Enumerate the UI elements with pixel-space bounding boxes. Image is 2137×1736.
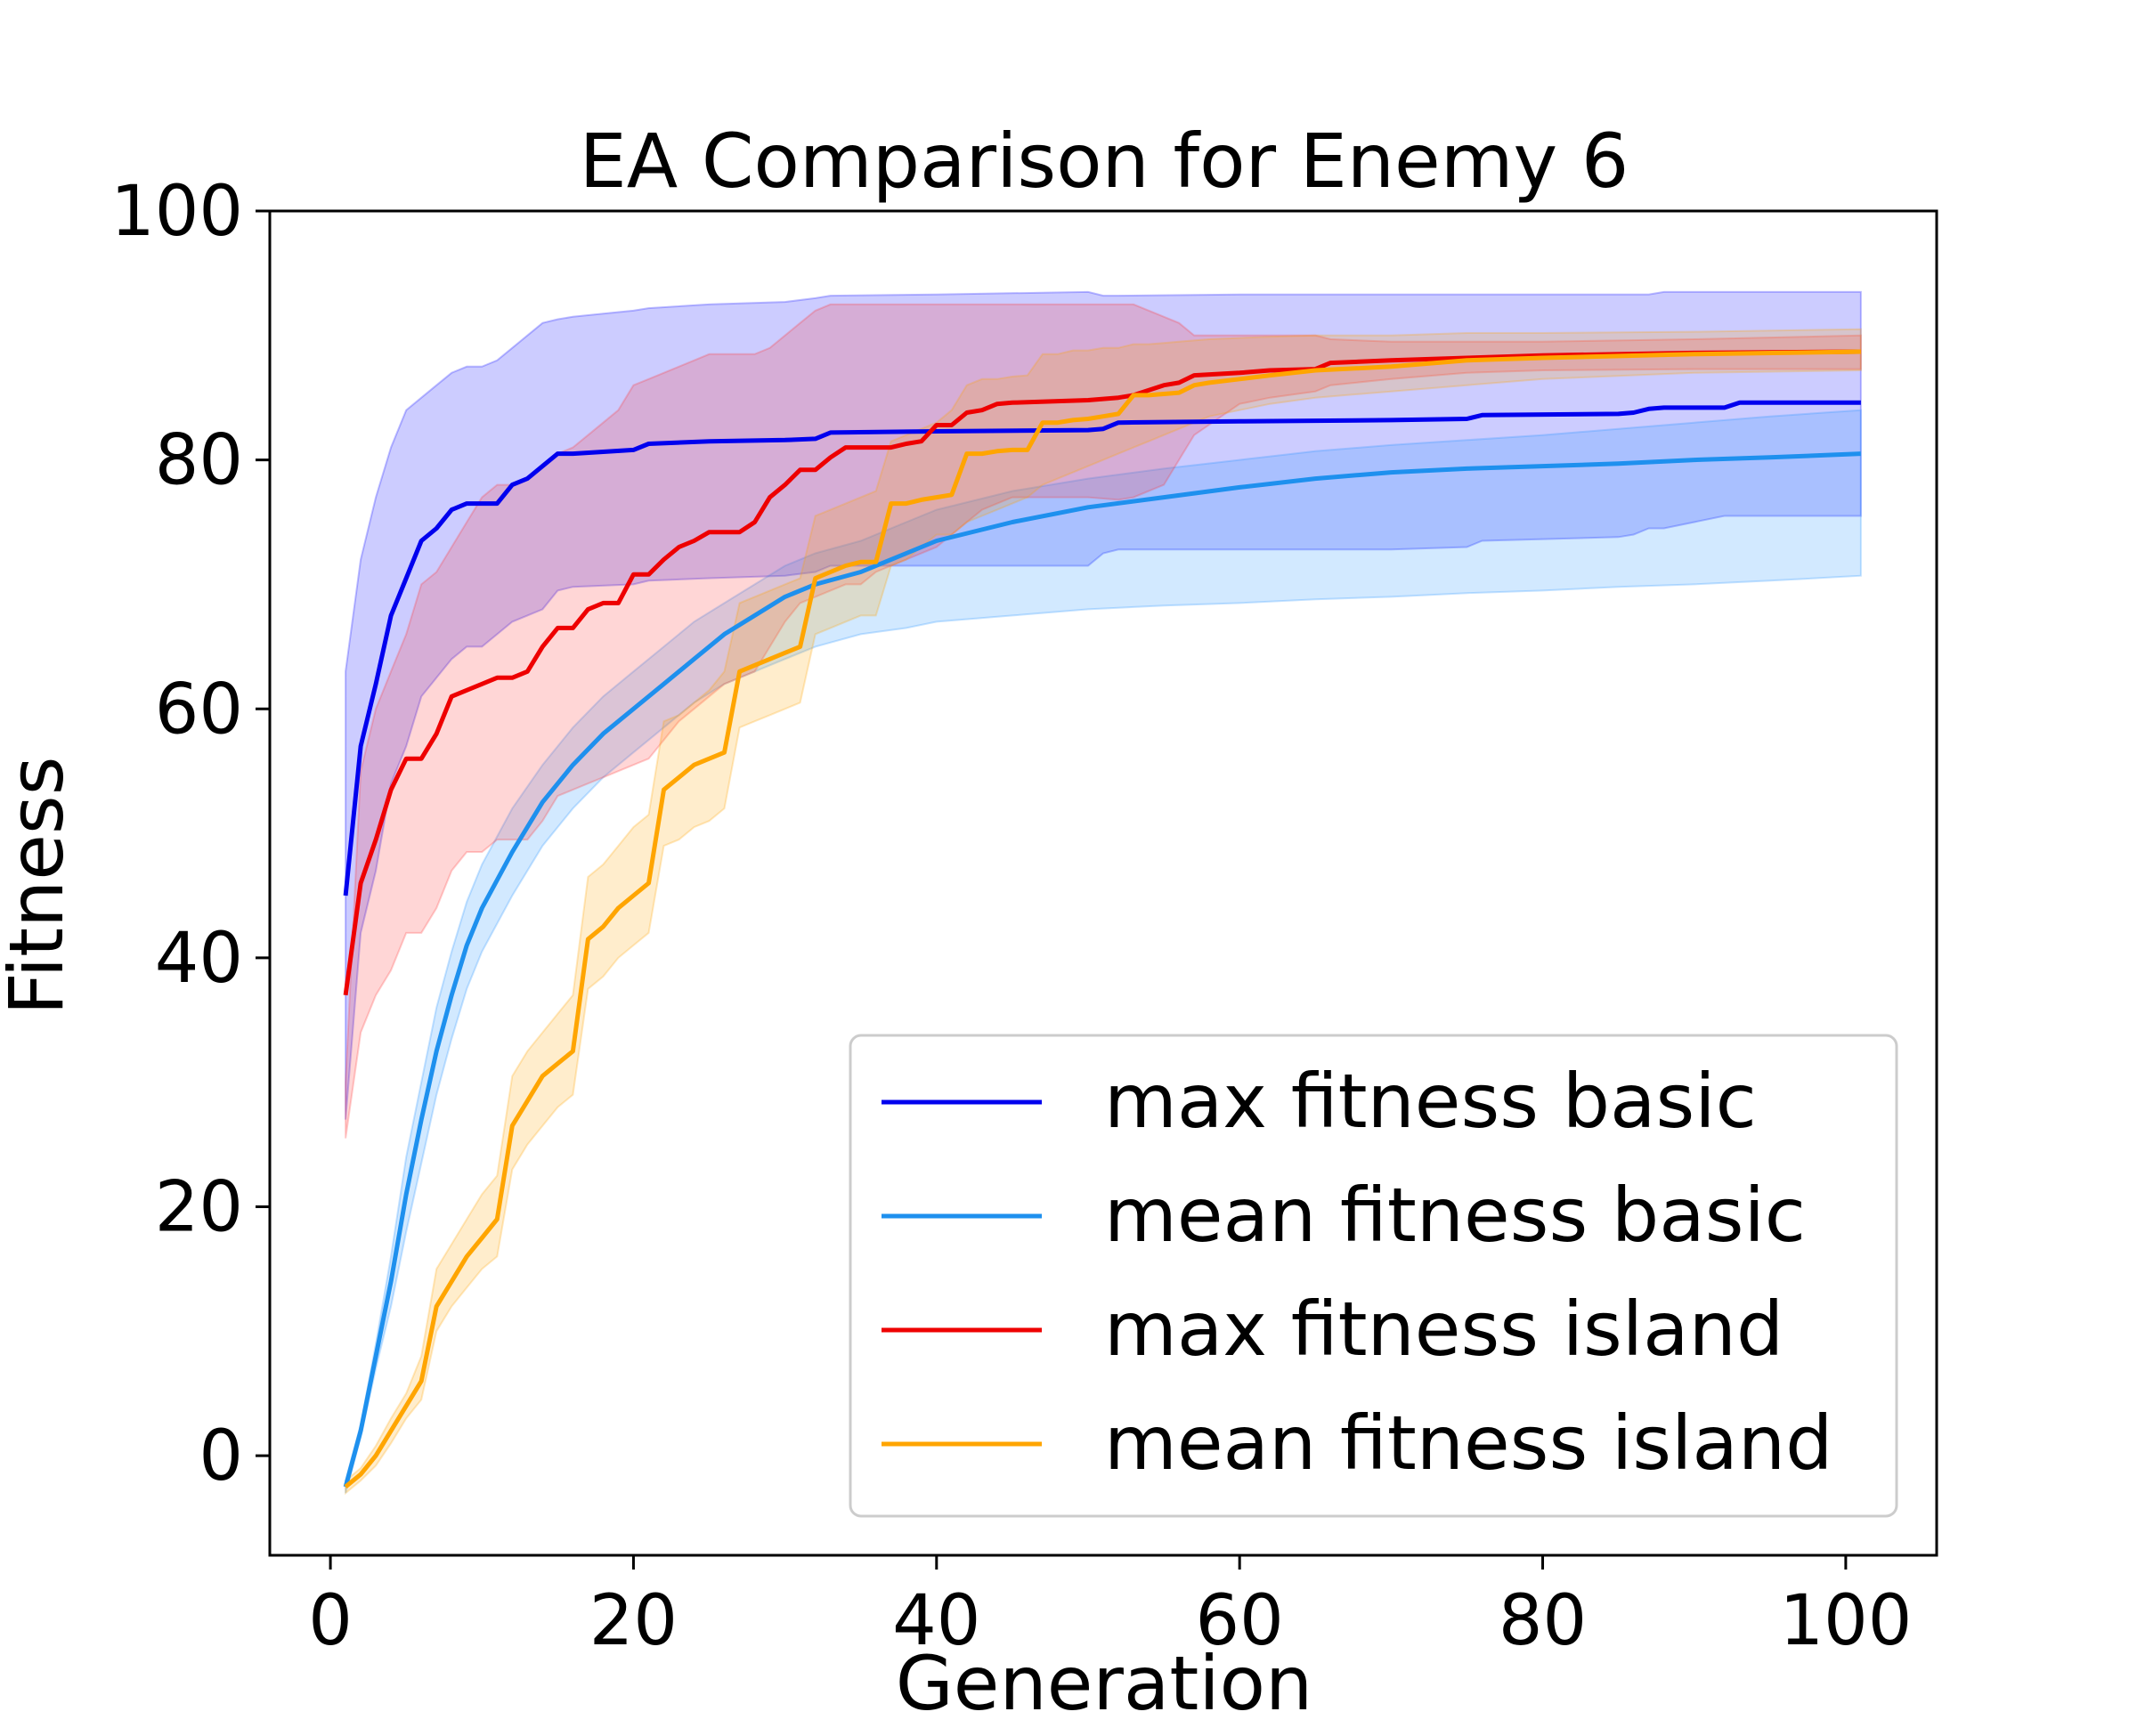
line-max-fitness-basic — [343, 400, 1861, 896]
x-tick-label: 100 — [1779, 1581, 1912, 1661]
chart-title: EA Comparison for Enemy 6 — [580, 118, 1629, 205]
band-mean-fitness-basic — [345, 409, 1862, 1494]
x-tick-label: 60 — [1196, 1581, 1284, 1661]
legend-label-mean-fitness-basic: mean fitness basic — [1104, 1172, 1806, 1259]
y-axis-ticks: 0 20 40 60 80 100 — [110, 172, 270, 1497]
band-max-fitness-island — [345, 303, 1862, 1139]
line-mean-fitness-island — [344, 349, 1861, 1489]
x-axis-label: Generation — [896, 1640, 1313, 1727]
y-tick-label: 0 — [199, 1416, 243, 1497]
y-tick-label: 20 — [155, 1168, 243, 1248]
legend-label-max-fitness-basic: max fitness basic — [1104, 1058, 1757, 1145]
x-tick-label: 20 — [589, 1581, 678, 1661]
y-tick-label: 80 — [155, 421, 243, 501]
confidence-bands — [345, 290, 1862, 1496]
plot-frame — [268, 209, 1938, 1557]
y-tick-label: 40 — [155, 919, 243, 999]
x-axis-ticks: 0 20 40 60 80 100 — [308, 1555, 1912, 1661]
line-mean-fitness-basic — [343, 451, 1862, 1488]
y-tick-label: 100 — [110, 172, 243, 252]
legend-label-max-fitness-island: max fitness island — [1104, 1286, 1784, 1373]
x-tick-label: 40 — [892, 1581, 980, 1661]
legend-items: max fitness basic mean fitness basic max f… — [882, 1058, 1832, 1487]
x-tick-label: 0 — [308, 1581, 353, 1661]
series-lines — [343, 349, 1862, 1489]
line-max-fitness-island — [343, 349, 1861, 996]
legend-label-mean-fitness-island: mean fitness island — [1104, 1399, 1832, 1487]
band-max-fitness-basic — [345, 290, 1862, 1120]
legend-box — [849, 1034, 1898, 1518]
band-mean-fitness-island — [345, 328, 1862, 1496]
y-tick-label: 60 — [155, 669, 243, 750]
y-axis-label: Fitness — [0, 757, 80, 1016]
legend: max fitness basic mean fitness basic max f… — [849, 1034, 1898, 1518]
x-tick-label: 80 — [1499, 1581, 1587, 1661]
